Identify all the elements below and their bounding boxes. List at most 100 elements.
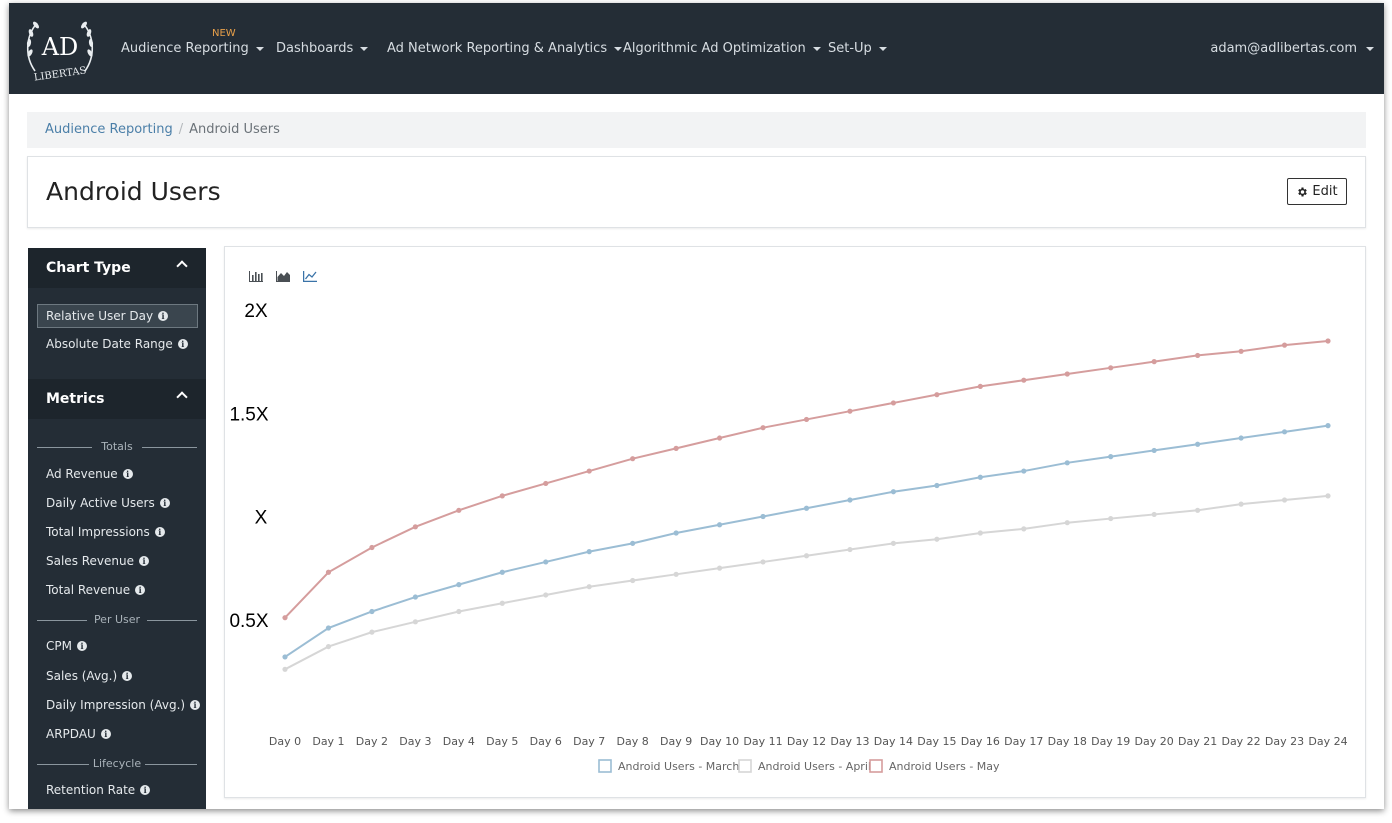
data-point[interactable]: [673, 530, 679, 536]
bar-chart-icon[interactable]: [249, 269, 263, 282]
metric-sales-avg[interactable]: Sales (Avg.) i: [46, 669, 133, 683]
metric-total-impressions[interactable]: Total Impressions i: [46, 525, 165, 539]
data-point[interactable]: [934, 392, 940, 398]
data-point[interactable]: [1238, 435, 1244, 441]
data-point[interactable]: [977, 383, 983, 390]
data-point[interactable]: [499, 493, 505, 499]
data-point[interactable]: [1151, 511, 1157, 518]
data-point[interactable]: [1151, 359, 1157, 365]
data-point[interactable]: [1195, 441, 1201, 447]
data-point[interactable]: [803, 553, 810, 559]
data-point[interactable]: [1021, 468, 1027, 474]
data-point[interactable]: [543, 480, 549, 487]
data-point[interactable]: [543, 559, 549, 565]
data-point[interactable]: [1108, 515, 1114, 522]
data-point[interactable]: [803, 416, 810, 423]
line-chart-icon[interactable]: [303, 269, 317, 282]
data-point[interactable]: [673, 445, 679, 451]
data-point[interactable]: [1021, 526, 1027, 532]
data-point[interactable]: [1325, 493, 1331, 499]
data-point[interactable]: [890, 489, 897, 495]
data-point[interactable]: [282, 666, 288, 672]
data-point[interactable]: [934, 536, 940, 542]
metric-daily-active-users[interactable]: Daily Active Users i: [46, 496, 170, 510]
data-point[interactable]: [716, 522, 723, 528]
data-point[interactable]: [1281, 342, 1288, 348]
data-point[interactable]: [890, 540, 897, 546]
data-point[interactable]: [1108, 454, 1114, 460]
chart-type-absolute-date-range[interactable]: Absolute Date Range i: [46, 337, 188, 351]
legend-item-1[interactable]: Android Users - April: [738, 759, 871, 773]
data-point[interactable]: [847, 546, 853, 553]
nav-set-up[interactable]: Set-Up: [828, 41, 887, 56]
data-point[interactable]: [325, 643, 332, 650]
data-point[interactable]: [760, 559, 766, 565]
data-point[interactable]: [1238, 348, 1244, 354]
data-point[interactable]: [847, 408, 853, 414]
data-point[interactable]: [586, 549, 592, 555]
data-point[interactable]: [803, 505, 810, 511]
data-point[interactable]: [716, 565, 723, 571]
data-point[interactable]: [1325, 423, 1331, 429]
data-point[interactable]: [673, 571, 679, 577]
data-point[interactable]: [847, 497, 853, 503]
data-point[interactable]: [282, 654, 288, 660]
data-point[interactable]: [760, 425, 766, 431]
data-point[interactable]: [369, 608, 375, 615]
nav-dashboards[interactable]: Dashboards: [276, 41, 369, 56]
data-point[interactable]: [716, 435, 723, 441]
data-point[interactable]: [412, 524, 418, 530]
data-point[interactable]: [325, 625, 332, 631]
data-point[interactable]: [1108, 365, 1114, 371]
nav-algorithmic-ad-optimization[interactable]: Algorithmic Ad Optimization: [623, 41, 821, 56]
data-point[interactable]: [412, 594, 418, 600]
data-point[interactable]: [630, 577, 636, 584]
data-point[interactable]: [977, 530, 983, 536]
data-point[interactable]: [369, 629, 375, 635]
data-point[interactable]: [1151, 447, 1157, 454]
area-chart-icon[interactable]: [276, 269, 290, 282]
data-point[interactable]: [1238, 501, 1244, 507]
data-point[interactable]: [1021, 377, 1027, 383]
data-point[interactable]: [1325, 338, 1331, 344]
edit-button[interactable]: Edit: [1287, 178, 1347, 205]
user-menu[interactable]: adam@adlibertas.com: [1210, 41, 1374, 56]
data-point[interactable]: [1064, 520, 1070, 526]
legend-item-0[interactable]: Android Users - March: [598, 759, 739, 773]
data-point[interactable]: [1064, 460, 1070, 466]
data-point[interactable]: [890, 400, 897, 406]
metric-ad-revenue[interactable]: Ad Revenue i: [46, 467, 133, 481]
data-point[interactable]: [586, 468, 592, 474]
data-point[interactable]: [1195, 507, 1201, 513]
data-point[interactable]: [586, 584, 592, 590]
metric-arpdau[interactable]: ARPDAU i: [46, 727, 111, 741]
metric-total-revenue[interactable]: Total Revenue i: [46, 583, 146, 597]
data-point[interactable]: [630, 540, 636, 546]
data-point[interactable]: [499, 600, 505, 606]
data-point[interactable]: [412, 619, 418, 625]
breadcrumb-audience-reporting[interactable]: Audience Reporting: [45, 122, 173, 137]
chart-type-relative-user-day[interactable]: Relative User Day i: [37, 304, 198, 328]
nav-ad-network-reporting[interactable]: Ad Network Reporting & Analytics: [387, 41, 623, 56]
data-point[interactable]: [456, 582, 462, 588]
data-point[interactable]: [543, 592, 549, 598]
legend-item-2[interactable]: Android Users - May: [869, 759, 1000, 773]
adlibertas-logo[interactable]: AD LIBERTAS: [21, 13, 99, 85]
data-point[interactable]: [1195, 352, 1201, 359]
metric-daily-impression-avg[interactable]: Daily Impression (Avg.) i: [46, 698, 201, 712]
data-point[interactable]: [499, 569, 505, 575]
data-point[interactable]: [369, 544, 375, 551]
data-point[interactable]: [977, 474, 983, 480]
data-point[interactable]: [934, 482, 940, 489]
metric-retention-rate[interactable]: Retention Rate i: [46, 783, 151, 797]
data-point[interactable]: [760, 513, 766, 520]
data-point[interactable]: [456, 608, 462, 615]
data-point[interactable]: [456, 507, 462, 513]
metric-sales-revenue[interactable]: Sales Revenue i: [46, 554, 150, 568]
data-point[interactable]: [1064, 371, 1070, 377]
data-point[interactable]: [1281, 429, 1288, 435]
chart-type-header[interactable]: Chart Type: [28, 248, 206, 288]
nav-audience-reporting[interactable]: Audience Reporting: [121, 41, 264, 56]
data-point[interactable]: [630, 456, 636, 462]
data-point[interactable]: [1281, 497, 1288, 503]
